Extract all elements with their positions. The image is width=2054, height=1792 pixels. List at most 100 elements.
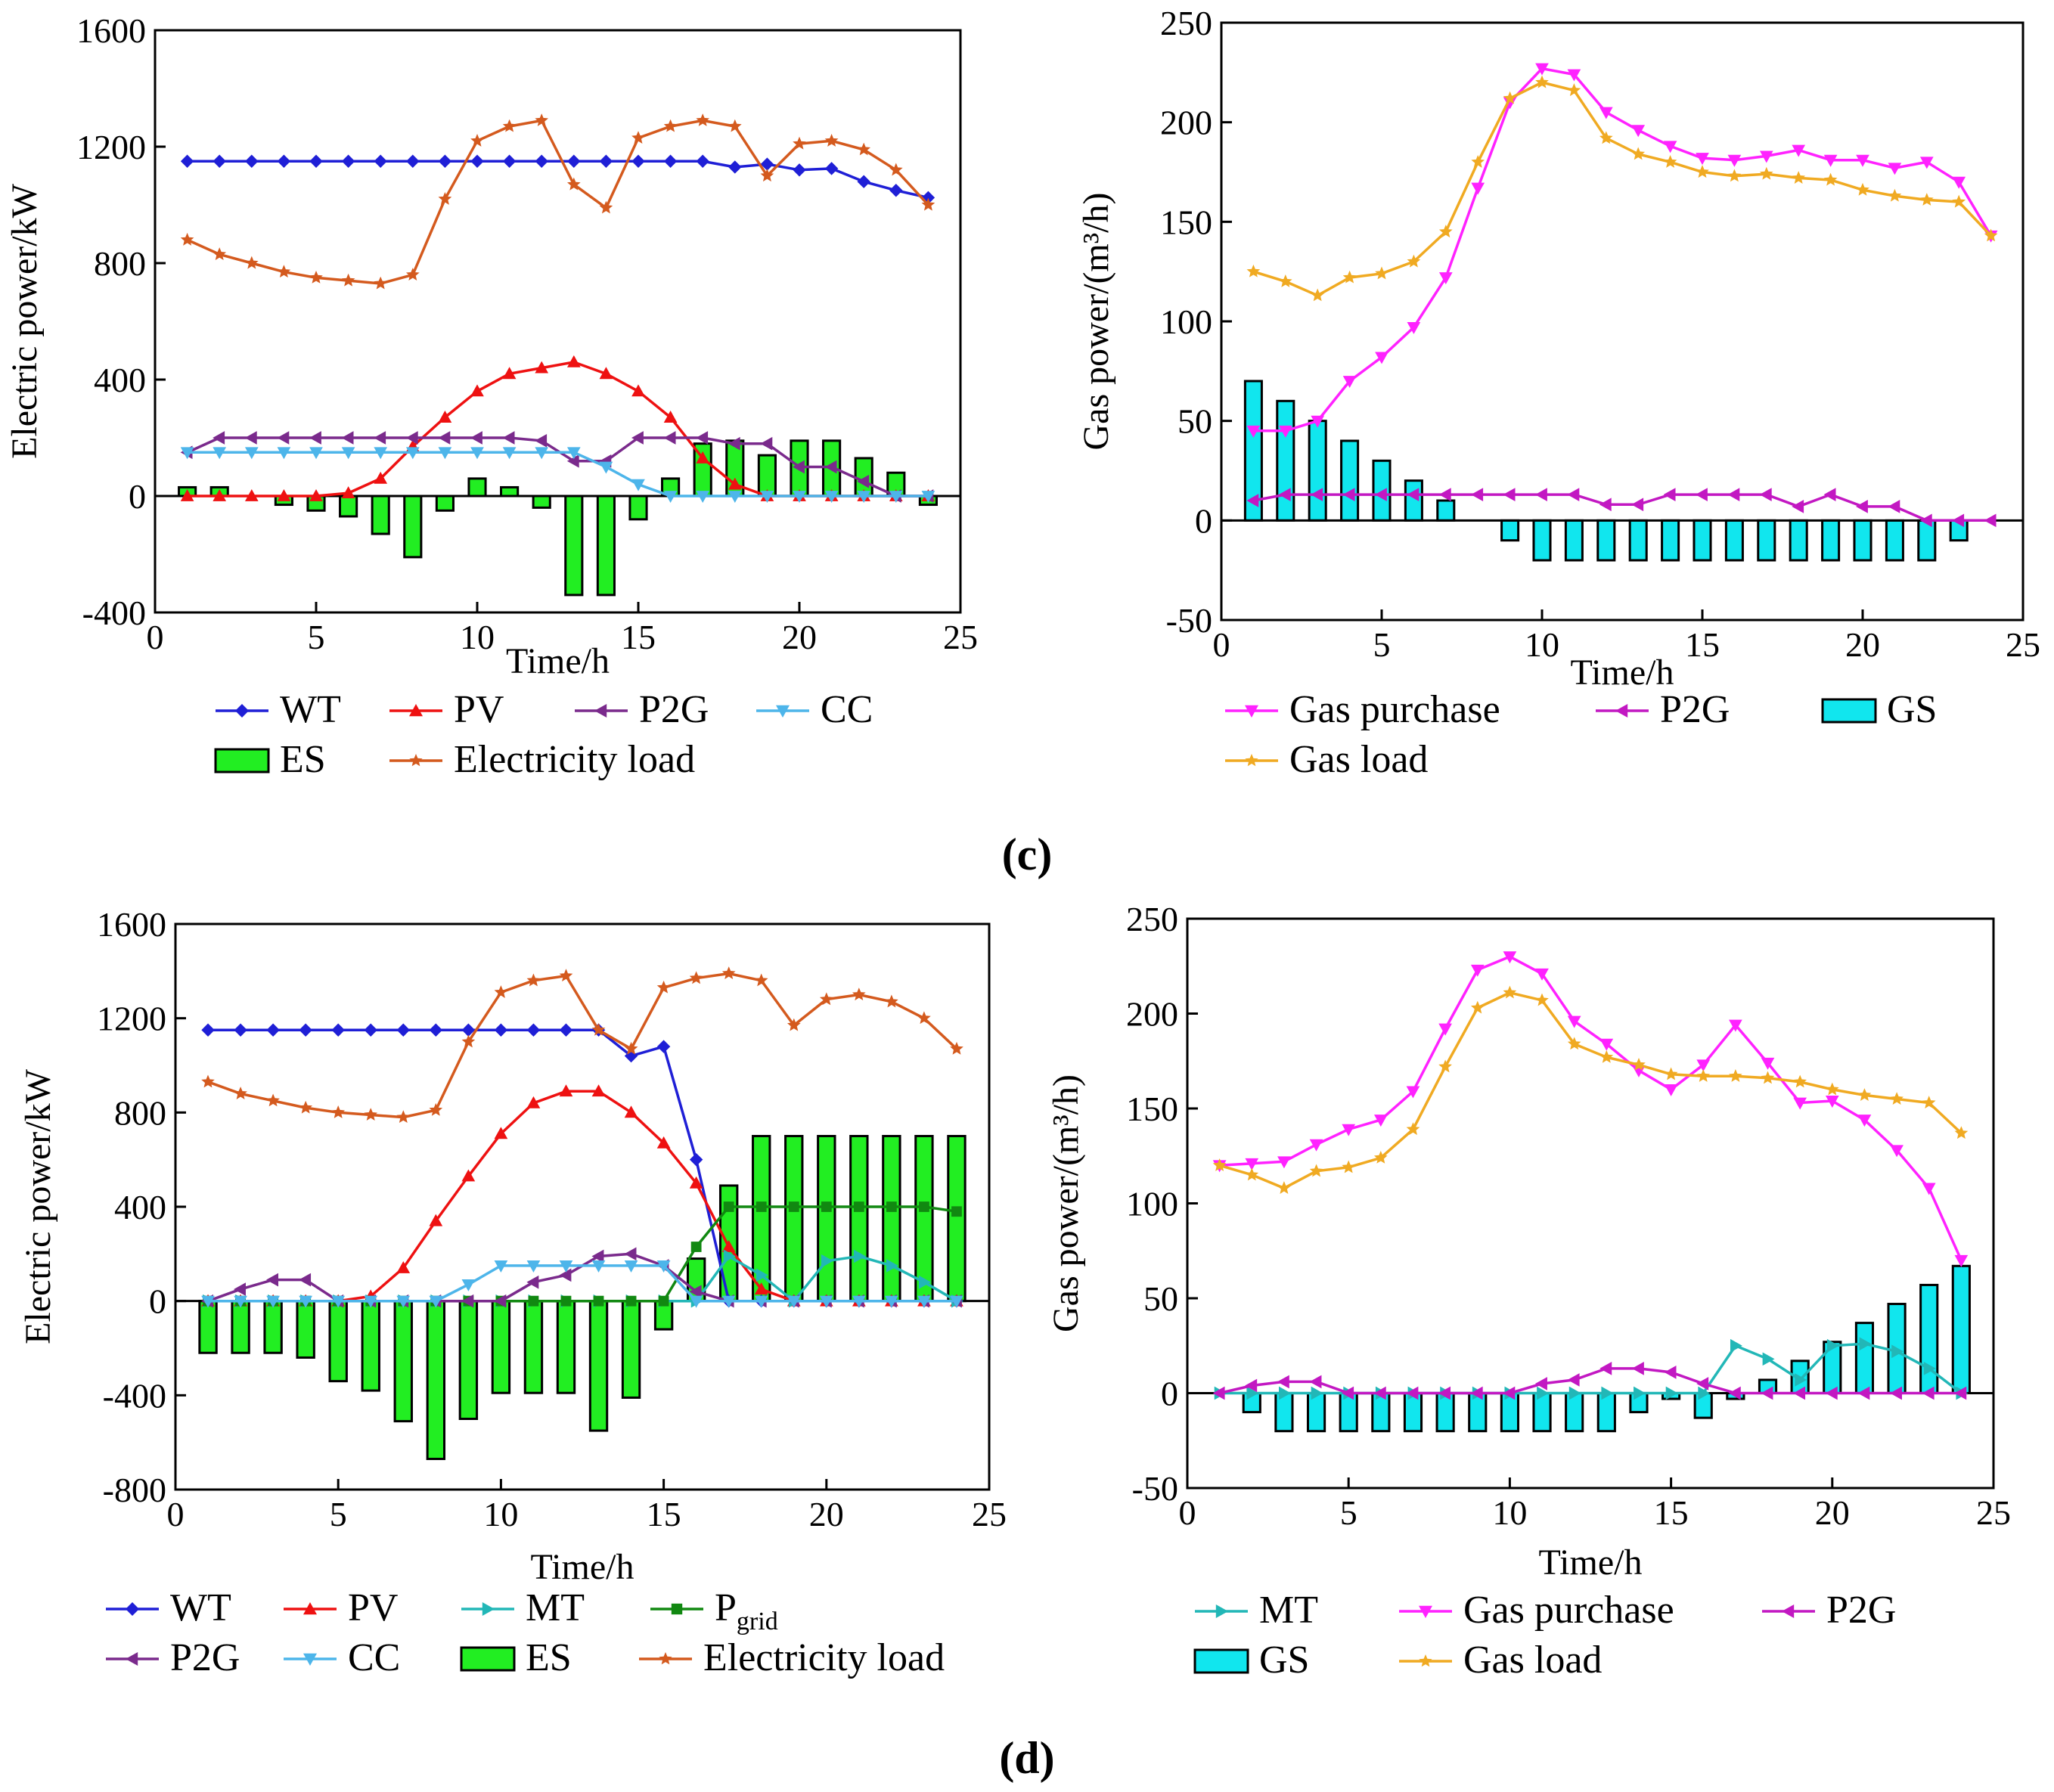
legend-marker [126, 1602, 139, 1616]
point-cc-h12 [559, 1260, 573, 1273]
point-electricity-load-h23 [917, 1011, 931, 1025]
bar-gs-h5 [1339, 1392, 1358, 1433]
legend-label: ES [280, 738, 326, 781]
point-wt-h7 [374, 154, 387, 168]
legend-label: Gas purchase [1463, 1589, 1674, 1632]
point-wt-h1 [180, 154, 194, 168]
bar-gs-h7 [1436, 499, 1456, 522]
bar-es-h22 [882, 1135, 901, 1303]
bar-es-h21 [849, 1135, 869, 1303]
legend-label: MT [1259, 1589, 1318, 1632]
legend-entry-p2g: P2G [1596, 688, 1730, 731]
bar-es-h15 [628, 495, 648, 521]
y-tick-label: 0 [129, 477, 146, 516]
legend-label: Electricity load [703, 1636, 945, 1679]
y-tick-label: 100 [1126, 1185, 1178, 1223]
point-gas-purchase-h3 [1277, 1156, 1291, 1169]
x-tick-label: 10 [1492, 1493, 1527, 1532]
y-tick-label: 1600 [76, 11, 146, 50]
legend-label: Pgrid [715, 1586, 778, 1635]
series-line-cc [208, 1264, 957, 1303]
point-gas-purchase-h10 [1535, 63, 1549, 76]
point-wt-h21 [824, 162, 839, 175]
y-tick-label: 800 [94, 244, 146, 283]
y-tick-label: 0 [1161, 1375, 1178, 1413]
point-gas-purchase-h4 [1342, 376, 1357, 389]
point-p2g-h12 [1567, 1373, 1580, 1387]
point-cc-h20 [793, 491, 806, 504]
legend-entry-gs: GS [1821, 688, 1937, 731]
x-tick-label: 25 [2006, 625, 2040, 664]
legend-label: CC [348, 1636, 400, 1679]
bar-gs-h4 [1340, 439, 1360, 522]
point-pgrid-h16 [690, 1242, 702, 1252]
point-cc-h13 [566, 447, 581, 460]
point-mt-h20 [821, 1254, 833, 1268]
bar-gs-h12 [1596, 519, 1616, 562]
point-pv-h17 [721, 1239, 736, 1252]
point-wt-h1 [201, 1023, 215, 1037]
point-electricity-load-h15 [656, 980, 671, 994]
point-gas-purchase-h11 [1535, 968, 1549, 981]
y-tick-label: 400 [94, 361, 146, 399]
point-wt-h16 [689, 1152, 703, 1167]
point-gas-purchase-h2 [1245, 1158, 1259, 1170]
point-gas-load-h4 [1342, 270, 1357, 284]
point-p2g-h22 [1919, 513, 1932, 528]
point-cc-h18 [754, 1295, 768, 1308]
point-cc-h10 [470, 447, 484, 460]
point-mt-h2 [1246, 1386, 1259, 1400]
point-electricity-load-h10 [470, 133, 484, 147]
point-electricity-load-h6 [364, 1108, 378, 1121]
x-tick-label: 0 [167, 1495, 185, 1533]
point-p2g-h4 [1342, 488, 1355, 501]
point-gas-purchase-h6 [1407, 322, 1421, 334]
point-cc-h17 [696, 491, 710, 504]
point-gas-purchase-h23 [1922, 1183, 1936, 1195]
point-gas-load-h18 [1792, 171, 1806, 184]
y-tick-label: 800 [114, 1093, 166, 1132]
point-pgrid-h23 [919, 1201, 929, 1212]
point-electricity-load-h18 [754, 973, 768, 987]
legend-label-subscript: grid [737, 1608, 778, 1635]
bar-es-h20 [817, 1135, 836, 1303]
point-pv-h12 [559, 1084, 573, 1097]
point-electricity-load-h15 [631, 131, 645, 144]
bar-es-h7 [393, 1300, 413, 1423]
bar-gs-h16 [1724, 519, 1744, 562]
point-p2g-h13 [591, 1249, 604, 1263]
bar-gs-h8 [1435, 1392, 1455, 1433]
point-p2g-h15 [1695, 488, 1708, 501]
bar-es-h4 [296, 1300, 315, 1359]
point-electricity-load-h7 [374, 276, 388, 290]
point-electricity-load-h14 [599, 200, 613, 214]
point-p2g-h21 [1888, 500, 1900, 513]
point-gas-load-h14 [1663, 154, 1677, 168]
legend-entry-p2g: P2G [1762, 1589, 1896, 1632]
legend-marker [671, 1603, 683, 1615]
point-p2g-h18 [728, 436, 740, 451]
point-p2g-h2 [1278, 488, 1291, 501]
point-gas-purchase-h20 [1825, 1096, 1839, 1108]
point-gas-purchase-h13 [1631, 125, 1646, 138]
point-gas-purchase-h20 [1856, 154, 1869, 167]
bar-gs-h5 [1372, 459, 1392, 522]
bar-gs-h15 [1693, 519, 1712, 562]
panel-label-d: (d) [999, 1733, 1054, 1783]
point-gas-load-h15 [1696, 165, 1709, 178]
point-p2g-h14 [1631, 1362, 1644, 1375]
point-p2g-h5 [1342, 1386, 1354, 1400]
y-axis-label: Gas power/(m³/h) [1046, 1074, 1086, 1332]
point-wt-h9 [438, 154, 452, 168]
series-line-p2g [1253, 493, 1991, 522]
bar-gs-h12 [1565, 1392, 1584, 1433]
bar-gs-h20 [1823, 1341, 1842, 1394]
bar-es-h6 [339, 495, 358, 518]
y-axis-label: Electric power/kW [5, 183, 45, 459]
point-pv-h9 [461, 1169, 476, 1182]
point-gas-load-h5 [1342, 1160, 1356, 1173]
point-electricity-load-h9 [438, 191, 452, 205]
y-axis-label: Electric power/kW [18, 1068, 58, 1344]
point-p2g-h7 [1438, 488, 1451, 501]
